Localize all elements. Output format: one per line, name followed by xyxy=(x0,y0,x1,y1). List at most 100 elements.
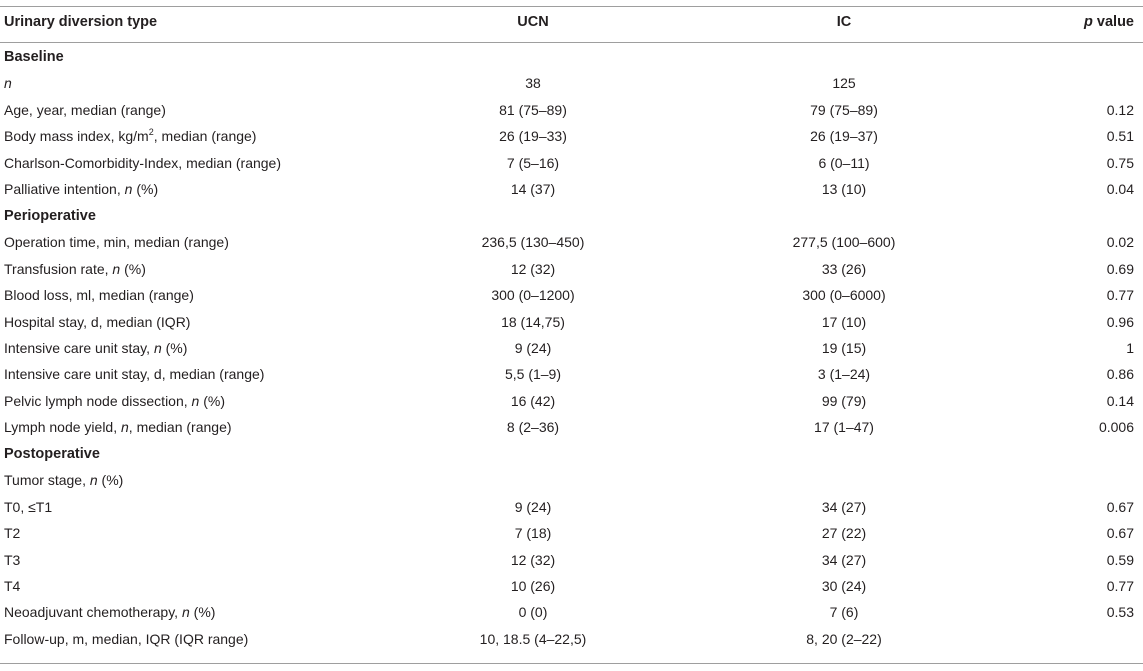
p-value: 0.75 xyxy=(1106,154,1134,171)
ic-value: 30 (24) xyxy=(821,578,867,594)
row-label-italic: n xyxy=(181,604,190,621)
row-label-suffix: , median (range) xyxy=(128,419,232,436)
p-value: 0.86 xyxy=(1106,366,1134,383)
table-row: Lymph node yield, n, median (range) 8 (2–… xyxy=(0,414,1143,441)
ucn-value: 0 (0) xyxy=(518,604,548,621)
ucn-value: 236,5 (130–450) xyxy=(481,234,585,251)
ucn-value: 8 (2–36) xyxy=(506,419,560,436)
ucn-value: 9 (24) xyxy=(514,339,552,356)
row-label-text: T2 xyxy=(4,525,21,542)
row-label-text: Charlson-Comorbidity-Index, median (rang… xyxy=(4,154,282,171)
ucn-value: 12 (32) xyxy=(510,260,556,277)
table-row: T2 7 (18) 27 (22) 0.67 xyxy=(0,520,1143,547)
row-label-text: Intensive care unit stay, xyxy=(4,339,154,356)
header-bottom-rule xyxy=(0,42,1143,43)
row-label-suffix: (%) xyxy=(120,260,146,277)
table-bottom-rule xyxy=(0,663,1143,664)
row-label: Lymph node yield, n, median (range) xyxy=(4,414,232,441)
table-row: T4 10 (26) 30 (24) 0.77 xyxy=(0,573,1143,600)
row-label-text: Tumor stage, xyxy=(4,472,90,489)
row-label-italic: n xyxy=(89,472,98,489)
header-p-italic: p xyxy=(1084,14,1093,30)
p-value: 0.77 xyxy=(1106,287,1134,304)
table-row: Follow-up, m, median, IQR (IQR range) 10,… xyxy=(0,626,1143,653)
row-label: T2 xyxy=(4,520,20,547)
row-label-text: Hospital stay, d, median (IQR) xyxy=(4,313,191,330)
p-value: 1 xyxy=(1126,339,1134,356)
row-label: Intensive care unit stay, n (%) xyxy=(4,335,187,362)
table-row: Tumor stage, n (%) xyxy=(0,467,1143,494)
table-row: Neoadjuvant chemotherapy, n (%) 0 (0) 7 (6… xyxy=(0,599,1143,626)
section-label: Baseline xyxy=(4,49,64,65)
row-label: T3 xyxy=(4,547,20,574)
ic-value: 26 (19–37) xyxy=(810,128,878,145)
row-label-suffix: (%) xyxy=(189,604,216,621)
ic-value: 3 (1–24) xyxy=(817,366,871,383)
table-row: Intensive care unit stay, d, median (ran… xyxy=(0,361,1143,388)
ic-value: 8, 20 (2–22) xyxy=(806,630,882,647)
row-label-suffix: (%) xyxy=(161,339,188,356)
ic-value: 125 xyxy=(832,75,856,92)
table-row: T0, ≤T1 9 (24) 34 (27) 0.67 xyxy=(0,494,1143,521)
row-label: Operation time, min, median (range) xyxy=(4,229,229,256)
table-row: Transfusion rate, n (%) 12 (32) 33 (26) 0.6… xyxy=(0,256,1143,283)
section-label: Perioperative xyxy=(4,207,96,224)
row-label-text: Age, year, median (range) xyxy=(4,101,166,118)
section-row: Perioperative xyxy=(0,203,1143,230)
ucn-value: 7 (18) xyxy=(514,525,552,542)
p-value: 0.006 xyxy=(1098,419,1134,436)
p-value: 0.59 xyxy=(1106,551,1134,568)
ic-value: 34 (27) xyxy=(821,498,867,515)
row-label-text: Body mass index, kg/m xyxy=(4,128,149,145)
row-label-text: Palliative intention, xyxy=(4,181,125,198)
row-label: T4 xyxy=(4,573,20,600)
p-value: 0.77 xyxy=(1106,578,1134,594)
header-ic: IC xyxy=(836,14,852,30)
row-label-superscript: 2 xyxy=(148,127,154,138)
ic-value: 27 (22) xyxy=(821,525,867,542)
row-label-text: Follow-up, m, median, IQR (IQR range) xyxy=(4,630,249,647)
ic-value: 17 (1–47) xyxy=(814,419,874,436)
row-label: n xyxy=(4,70,12,97)
ucn-value: 38 xyxy=(525,75,541,92)
p-value: 0.67 xyxy=(1106,498,1134,515)
section-row: Postoperative xyxy=(0,441,1143,468)
table-header-row: Urinary diversion type UCN IC p value xyxy=(0,9,1143,36)
ucn-value: 10, 18.5 (4–22,5) xyxy=(479,630,587,647)
row-label-italic: n xyxy=(124,181,133,198)
row-label-text: Intensive care unit stay, d, median (ran… xyxy=(4,366,265,383)
ucn-value: 26 (19–33) xyxy=(499,128,567,145)
header-diversion-type: Urinary diversion type xyxy=(4,14,158,30)
row-label: Age, year, median (range) xyxy=(4,97,166,124)
table-row: Palliative intention, n (%) 14 (37) 13 (10… xyxy=(0,176,1143,203)
ic-value: 17 (10) xyxy=(821,313,867,330)
ic-value: 300 (0–6000) xyxy=(802,287,886,304)
ucn-value: 18 (14,75) xyxy=(501,313,565,330)
row-label: Charlson-Comorbidity-Index, median (rang… xyxy=(4,150,281,177)
p-value: 0.96 xyxy=(1106,313,1134,330)
row-label-text: T3 xyxy=(4,551,21,568)
header-p-suffix: value xyxy=(1092,14,1134,30)
row-label-text: T0, ≤T1 xyxy=(4,498,53,515)
table-row: Age, year, median (range) 81 (75–89) 79 (7… xyxy=(0,97,1143,124)
table-row: Charlson-Comorbidity-Index, median (rang… xyxy=(0,150,1143,177)
p-value: 0.12 xyxy=(1106,101,1134,118)
row-label: T0, ≤T1 xyxy=(4,494,52,521)
row-label-suffix: , median (range) xyxy=(153,128,257,145)
ucn-value: 9 (24) xyxy=(514,498,552,515)
table-row: Pelvic lymph node dissection, n (%) 16 (4… xyxy=(0,388,1143,415)
ic-value: 99 (79) xyxy=(821,392,867,409)
ic-value: 277,5 (100–600) xyxy=(792,234,896,251)
row-label: Tumor stage, n (%) xyxy=(4,467,123,494)
ucn-value: 300 (0–1200) xyxy=(491,287,575,304)
row-label-text: Blood loss, ml, median (range) xyxy=(4,287,194,304)
row-label-suffix: (%) xyxy=(199,392,226,409)
ucn-value: 7 (5–16) xyxy=(506,154,560,171)
p-value: 0.67 xyxy=(1106,525,1134,542)
table-row: Operation time, min, median (range) 236,5… xyxy=(0,229,1143,256)
row-label-italic: n xyxy=(121,419,129,436)
ucn-value: 10 (26) xyxy=(510,578,556,594)
ic-value: 33 (26) xyxy=(821,260,867,277)
row-label-italic: n xyxy=(153,339,162,356)
section-row: Baseline xyxy=(0,44,1143,71)
